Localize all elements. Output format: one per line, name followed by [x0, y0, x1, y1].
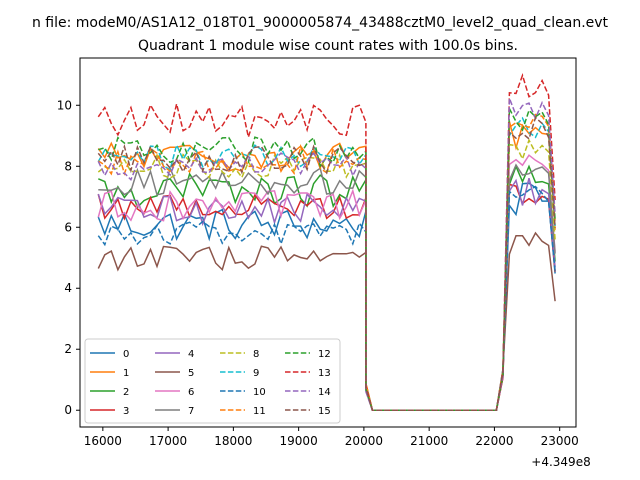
- chart-title: Quadrant 1 module wise count rates with …: [138, 38, 518, 54]
- x-tick-label: 16000: [84, 434, 122, 448]
- y-tick-label: 8: [64, 159, 72, 173]
- x-tick-label: 21000: [410, 434, 448, 448]
- x-tick-label: 17000: [149, 434, 187, 448]
- legend-label: 9: [253, 368, 259, 379]
- x-tick-label: 23000: [541, 434, 579, 448]
- legend-label: 14: [318, 387, 331, 398]
- legend-label: 6: [188, 387, 194, 398]
- legend-label: 13: [318, 368, 331, 379]
- legend-label: 12: [318, 349, 331, 360]
- y-tick-label: 2: [64, 342, 72, 356]
- y-tick-label: 0: [64, 403, 72, 417]
- legend-box: [84, 338, 341, 424]
- legend-label: 0: [123, 349, 129, 360]
- legend-label: 5: [188, 368, 194, 379]
- legend-label: 15: [318, 406, 331, 417]
- figure-suptitle: n file: modeM0/AS1A12_018T01_9000005874_…: [32, 15, 609, 31]
- legend-label: 10: [253, 387, 266, 398]
- y-tick-label: 4: [64, 281, 72, 295]
- legend-label: 3: [123, 406, 129, 417]
- y-tick-label: 6: [64, 220, 72, 234]
- legend-label: 11: [253, 406, 266, 417]
- series-line-12: [98, 108, 556, 411]
- legend-label: 1: [123, 368, 129, 379]
- plot-lines: [97, 73, 556, 411]
- legend-label: 8: [253, 349, 259, 360]
- x-tick-label: 20000: [345, 434, 383, 448]
- x-tick-label: 22000: [475, 434, 513, 448]
- x-tick-label: 18000: [214, 434, 252, 448]
- series-line-15: [97, 116, 556, 411]
- legend-label: 4: [188, 349, 194, 360]
- x-offset-label: +4.349e8: [531, 455, 590, 469]
- x-tick-label: 19000: [280, 434, 318, 448]
- legend-label: 2: [123, 387, 129, 398]
- series-line-11: [97, 113, 556, 411]
- y-axis-ticks: 0 2 4 6 8 10: [57, 98, 80, 417]
- axes-frame: [79, 57, 577, 428]
- x-axis-ticks: 16000 17000 18000 19000 20000 21000 22000 23000: [84, 427, 579, 448]
- y-tick-label: 10: [57, 98, 72, 112]
- legend-label: 7: [188, 406, 194, 417]
